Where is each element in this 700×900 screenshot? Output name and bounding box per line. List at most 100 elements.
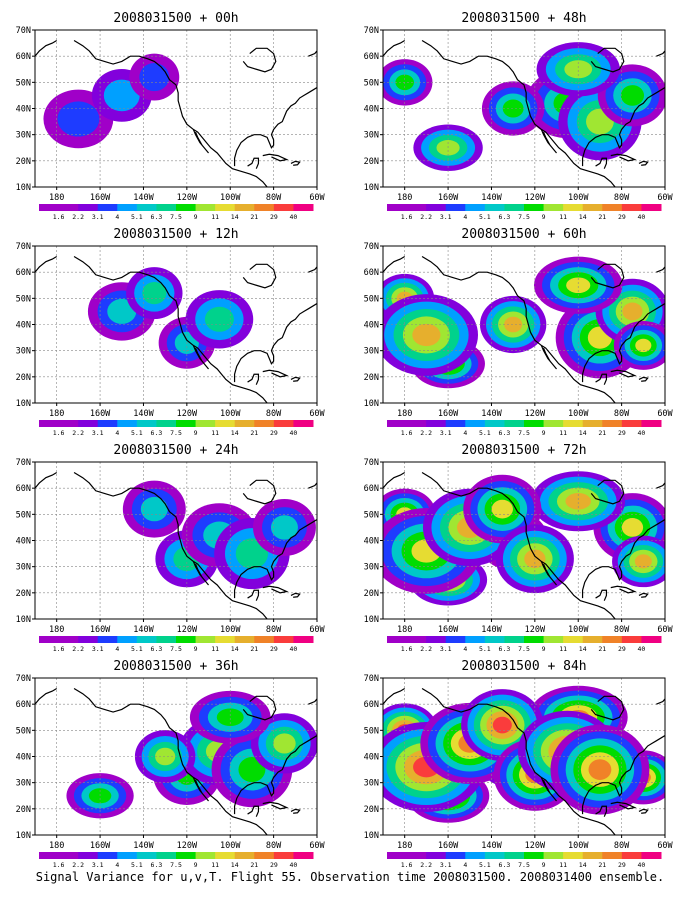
colorbar-label: 9 — [542, 429, 546, 437]
colorbar-swatch — [543, 852, 564, 859]
variance-contour — [155, 747, 176, 766]
y-tick-label: 30N — [364, 347, 379, 357]
y-tick-label: 70N — [16, 674, 31, 684]
colorbar-swatch — [97, 636, 118, 643]
coastline — [262, 369, 289, 378]
coastlines — [383, 255, 665, 403]
colorbar-swatch — [136, 420, 157, 427]
y-tick-label: 40N — [364, 321, 379, 331]
y-tick-label: 60N — [364, 52, 379, 62]
x-tick-label: 160W — [438, 409, 459, 419]
colorbar-label: 5.1 — [479, 645, 491, 653]
x-tick-label: 140W — [133, 625, 154, 635]
colorbar-swatch — [621, 636, 642, 643]
colorbar-swatch — [445, 204, 466, 211]
coastline — [383, 255, 406, 273]
coastline — [233, 87, 317, 167]
colorbar-swatch — [406, 204, 427, 211]
colorbar-label: 7.5 — [170, 861, 182, 869]
colorbar-label: 29 — [618, 645, 626, 653]
coastline — [308, 50, 317, 57]
coastline — [638, 808, 649, 814]
colorbar-label: 1.6 — [53, 213, 65, 221]
y-tick-label: 10N — [16, 399, 31, 409]
x-tick-label: 180 — [49, 625, 64, 635]
x-tick-label: 140W — [481, 625, 502, 635]
y-tick-label: 50N — [16, 510, 31, 520]
coastline — [656, 266, 665, 273]
x-tick-label: 160W — [90, 625, 111, 635]
colorbar-label: 11 — [559, 213, 567, 221]
x-tick-label: 80W — [614, 625, 630, 635]
colorbar-label: 3.1 — [92, 861, 104, 869]
colorbar-swatch — [293, 636, 314, 643]
gridlines — [383, 30, 665, 187]
x-tick-label: 80W — [266, 409, 282, 419]
gridlines — [383, 678, 665, 835]
colorbar-swatch — [58, 636, 79, 643]
panel-title: 2008031500 + 00h — [113, 11, 238, 26]
colorbar-swatch — [254, 204, 275, 211]
colorbar-swatch — [524, 420, 545, 427]
x-tick-label: 160W — [438, 841, 459, 851]
colorbar-label: 21 — [250, 861, 258, 869]
colorbar-label: 9 — [542, 213, 546, 221]
colorbar-swatch — [465, 204, 486, 211]
colorbar-swatch — [406, 852, 427, 859]
colorbar-swatch — [176, 852, 197, 859]
colorbar-label: 2.2 — [420, 429, 432, 437]
colorbar-swatch — [176, 204, 197, 211]
colorbar-swatch — [621, 420, 642, 427]
colorbar-label: 11 — [211, 645, 219, 653]
colorbar-label: 6.3 — [499, 645, 511, 653]
colorbar-label: 5.1 — [479, 429, 491, 437]
colorbar-label: 6.3 — [499, 213, 511, 221]
coastline — [242, 479, 277, 505]
gridlines — [383, 246, 665, 403]
coastline — [656, 50, 665, 57]
figure-caption: Signal Variance for u,v,T. Flight 55. Ob… — [35, 870, 665, 884]
colorbar-swatch — [484, 420, 505, 427]
x-tick-label: 180 — [397, 625, 412, 635]
colorbar-label: 4 — [115, 645, 119, 653]
colorbar-swatch — [234, 852, 255, 859]
colorbar-swatch — [387, 204, 408, 211]
colorbar-swatch — [504, 420, 525, 427]
colorbar-label: 3.1 — [440, 645, 452, 653]
x-tick-label: 80W — [614, 841, 630, 851]
y-tick-label: 50N — [364, 510, 379, 520]
x-tick-label: 100W — [568, 193, 589, 203]
coastline — [656, 698, 665, 705]
coastline — [73, 687, 268, 835]
y-tick-label: 10N — [16, 183, 31, 193]
colorbar-label: 9 — [542, 645, 546, 653]
y-tick-label: 50N — [364, 294, 379, 304]
colorbar-swatch — [293, 204, 314, 211]
coastlines — [35, 255, 317, 403]
colorbar-swatch — [563, 204, 584, 211]
colorbar-label: 11 — [211, 429, 219, 437]
coastline — [35, 687, 58, 705]
colorbar-swatch — [465, 636, 486, 643]
panel-title: 2008031500 + 60h — [461, 227, 586, 242]
colorbar-label: 40 — [290, 213, 298, 221]
x-tick-label: 120W — [177, 841, 198, 851]
colorbar-swatch — [234, 636, 255, 643]
colorbar-label: 3.1 — [440, 861, 452, 869]
x-tick-label: 180 — [49, 193, 64, 203]
colorbar-label: 2.2 — [72, 861, 84, 869]
coastline — [610, 801, 637, 810]
colorbar-swatch — [58, 852, 79, 859]
y-tick-label: 70N — [16, 458, 31, 468]
colorbar-label: 29 — [270, 645, 278, 653]
coastline — [581, 87, 665, 167]
variance-contour — [566, 277, 591, 294]
map-panel-p84: 2008031500 + 84h 10N 20N 30N 40N 50N 60N 70N 180… — [364, 659, 674, 869]
variance-contour — [621, 518, 644, 537]
colorbar-swatch — [387, 852, 408, 859]
colorbar-label: 40 — [290, 861, 298, 869]
colorbar-swatch — [524, 636, 545, 643]
map-panel-p00: 2008031500 + 00h 10N 20N 30N 40N 50N 60N 70N 180… — [16, 11, 326, 221]
colorbar-swatch — [39, 420, 60, 427]
colorbar-swatch — [273, 636, 294, 643]
